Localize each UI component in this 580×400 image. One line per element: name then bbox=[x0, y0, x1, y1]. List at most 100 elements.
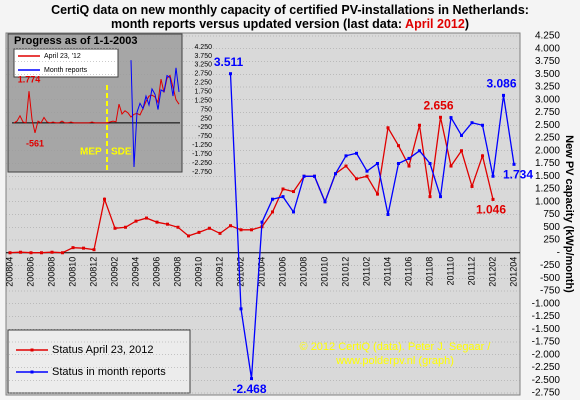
point-marker bbox=[271, 210, 274, 214]
x-tick-label: 200806 bbox=[25, 257, 35, 287]
y-tick-label: 4.250 bbox=[535, 31, 560, 42]
point-marker bbox=[460, 149, 463, 153]
title-end: ) bbox=[465, 17, 469, 31]
y-tick-label: -750 bbox=[540, 286, 560, 297]
point-marker bbox=[302, 174, 306, 178]
point-marker bbox=[40, 251, 43, 255]
y-tick-label: -1.750 bbox=[532, 337, 561, 348]
series-line bbox=[13, 74, 180, 134]
copyright: www.polderpv.nl (graph) bbox=[335, 355, 454, 367]
point-marker bbox=[260, 220, 264, 224]
y-axis-label: New PV capacity (kWp/month) bbox=[563, 135, 575, 293]
point-marker bbox=[92, 248, 96, 252]
point-marker bbox=[428, 195, 432, 199]
value-label: 1.774 bbox=[18, 75, 41, 85]
value-label: -561 bbox=[26, 138, 44, 148]
legend-marker bbox=[30, 370, 34, 374]
y-tick-label: -1.000 bbox=[532, 298, 561, 309]
y-tick-label: 1.250 bbox=[194, 97, 212, 104]
point-marker bbox=[82, 246, 85, 250]
point-marker bbox=[355, 177, 358, 181]
point-marker bbox=[502, 93, 505, 97]
point-marker bbox=[271, 197, 274, 201]
point-marker bbox=[8, 251, 12, 255]
point-marker bbox=[428, 162, 432, 165]
y-tick-label: 1.000 bbox=[535, 196, 560, 207]
point-marker bbox=[61, 251, 64, 255]
value-label: -2.468 bbox=[232, 382, 266, 396]
x-tick-label: 201104 bbox=[382, 257, 392, 286]
point-marker bbox=[250, 228, 253, 232]
point-marker bbox=[71, 246, 75, 250]
point-marker bbox=[134, 219, 138, 223]
point-marker bbox=[313, 174, 316, 178]
y-tick-label: 3.000 bbox=[535, 94, 560, 105]
x-tick-label: 200804 bbox=[4, 257, 14, 287]
y-tick-label: 250 bbox=[543, 235, 560, 246]
y-tick-label: 4.000 bbox=[535, 43, 560, 54]
x-tick-label: 200908 bbox=[172, 257, 182, 287]
point-marker bbox=[292, 210, 295, 214]
x-tick-label: 201202 bbox=[487, 257, 497, 287]
point-marker bbox=[449, 164, 453, 168]
y-tick-label: -1.250 bbox=[192, 142, 212, 149]
y-tick-label: 250 bbox=[200, 115, 212, 122]
legend-label: Month reports bbox=[44, 67, 88, 74]
x-tick-label: 200808 bbox=[46, 257, 56, 287]
x-tick-label: 200812 bbox=[88, 257, 98, 287]
x-tick-label: 201204 bbox=[508, 257, 518, 287]
y-tick-label: -2.750 bbox=[532, 388, 561, 399]
y-tick-label: 750 bbox=[200, 106, 212, 113]
point-marker bbox=[19, 250, 22, 254]
y-tick-label: -250 bbox=[198, 124, 212, 131]
title-line: month reports versus updated version (la… bbox=[111, 17, 405, 31]
x-tick-label: 200910 bbox=[193, 257, 203, 287]
y-tick-label: -250 bbox=[540, 260, 560, 271]
point-marker bbox=[281, 195, 285, 199]
title-date: April 2012 bbox=[405, 17, 465, 31]
point-marker bbox=[281, 187, 285, 191]
point-marker bbox=[481, 123, 484, 127]
y-tick-label: 2.750 bbox=[194, 71, 212, 78]
x-tick-label: 201012 bbox=[340, 257, 350, 287]
value-label: 2.656 bbox=[423, 98, 453, 112]
value-label: 1.734 bbox=[503, 167, 533, 181]
x-tick-label: 200906 bbox=[151, 257, 161, 287]
point-marker bbox=[323, 200, 327, 204]
point-marker bbox=[460, 133, 463, 137]
x-tick-label: 201008 bbox=[298, 257, 308, 287]
point-marker bbox=[376, 162, 379, 165]
point-marker bbox=[166, 222, 169, 226]
y-tick-label: 2.750 bbox=[535, 107, 560, 118]
inset-annotation: SDE bbox=[111, 147, 132, 158]
point-marker bbox=[229, 72, 232, 76]
point-marker bbox=[218, 231, 222, 235]
point-marker bbox=[292, 190, 295, 194]
y-tick-label: 500 bbox=[543, 222, 560, 233]
x-tick-label: 201110 bbox=[445, 257, 455, 286]
y-tick-label: -1.250 bbox=[532, 311, 561, 322]
point-marker bbox=[481, 154, 484, 158]
point-marker bbox=[187, 234, 190, 238]
x-tick-label: 200912 bbox=[214, 257, 224, 287]
y-tick-label: - bbox=[557, 247, 560, 258]
point-marker bbox=[239, 228, 243, 232]
point-marker bbox=[176, 225, 180, 229]
point-marker bbox=[512, 162, 516, 166]
x-tick-label: 200810 bbox=[67, 257, 77, 287]
point-marker bbox=[491, 197, 495, 201]
inset-title: Progress as of 1-1-2003 bbox=[14, 35, 138, 47]
point-marker bbox=[239, 307, 243, 311]
point-marker bbox=[407, 164, 411, 168]
point-marker bbox=[208, 226, 211, 230]
point-marker bbox=[386, 126, 390, 130]
point-marker bbox=[29, 251, 33, 255]
value-label: 3.086 bbox=[486, 77, 516, 91]
point-marker bbox=[355, 151, 358, 155]
legend-label: April 23, '12 bbox=[44, 53, 81, 60]
y-tick-label: 750 bbox=[543, 209, 560, 220]
y-tick-label: 4.250 bbox=[194, 44, 212, 51]
point-marker bbox=[365, 169, 369, 173]
y-tick-label: -2.250 bbox=[532, 362, 561, 373]
y-tick-label: 3.750 bbox=[194, 53, 212, 60]
